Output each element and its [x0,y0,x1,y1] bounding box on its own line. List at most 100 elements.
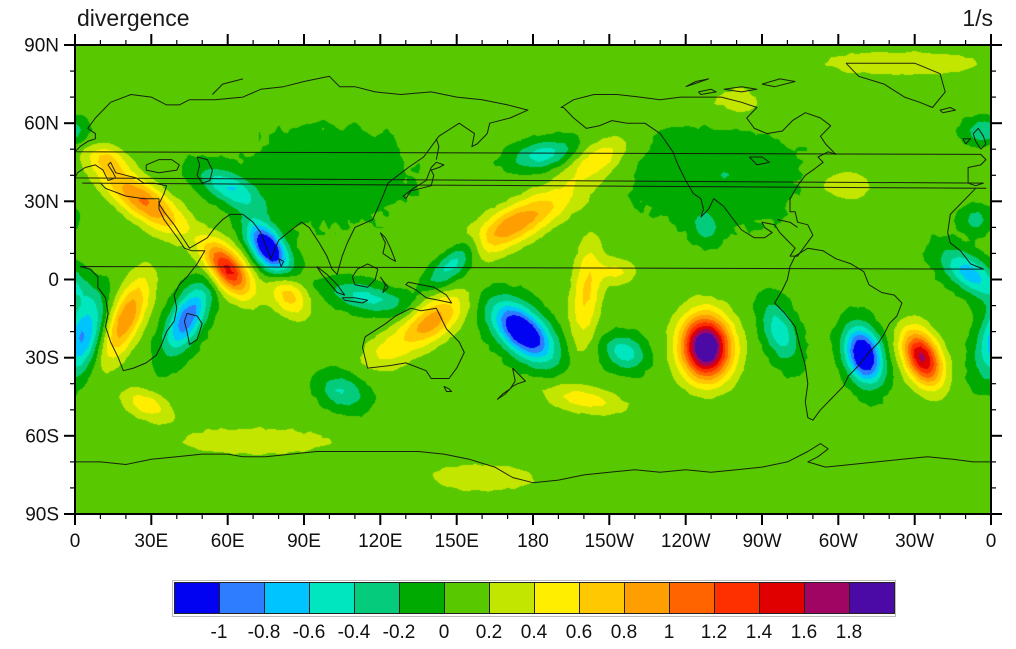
x-axis-tick-label: 90E [287,531,321,552]
colorbar-box [579,582,625,614]
coastline-path [316,266,346,296]
coastline-path [24,108,39,113]
coastline-path [939,107,956,114]
x-axis-tick-label: 120W [661,531,711,552]
colorbar-tick-label: 0.8 [610,622,638,643]
coastline-path [145,159,180,174]
colorbar-box [714,582,760,614]
plot-title: divergence [77,5,190,31]
coastline-path [183,312,203,346]
x-axis-tick-label: 120E [358,531,402,552]
colorbar-box [264,582,310,614]
axis-ticks [64,34,1002,525]
coastline-path [57,128,70,149]
colorbar-box [804,582,850,614]
colorbar-tick-label: 1.6 [790,622,818,643]
colorbar-box [624,582,670,614]
coastline-path [560,94,837,257]
coastline-path [435,138,440,160]
colorbar-tick-label: 1.8 [835,622,863,643]
y-axis-tick-label: 60N [24,114,59,135]
coastline-path [991,444,1016,483]
x-axis-tick-label: 0 [986,531,997,552]
colorbar-tick-label: -0.8 [247,622,281,643]
y-axis-tick-label: 30S [25,348,59,369]
coastline-path [774,247,903,421]
coastline-path [972,127,987,150]
y-axis-tick-label: 60S [25,426,59,447]
coastline-path [443,385,453,392]
coastline-path [685,78,710,88]
y-axis-tick-label: 0 [48,270,59,291]
colorbar-tick-label: -0.2 [382,622,416,643]
coastline-path [278,258,285,267]
colorbar-tick-label: -0.4 [337,622,371,643]
plot-frame [74,44,992,515]
colorbar: -1 -0.8 -0.6 -0.4 -0.2 0 0.2 0.4 0.6 0.8 1 1.2 1.4 1.… [172,580,896,643]
coastline-path [496,367,526,400]
axis-labels: 0 30E 60E 90E 120E 150E 180 150W 120W 90W 60W 30W 09… [24,36,996,553]
colorbar-tick-label: 1.2 [700,622,728,643]
colorbar-tick-label: -0.6 [292,622,326,643]
coastline-path [777,219,798,228]
coastline-path [0,444,75,483]
colorbar-tick-label: -1 [210,622,228,643]
coastlines [0,62,1016,484]
x-axis-tick-label: 30W [895,531,934,552]
coastline-path [0,76,70,274]
coastline-path [761,78,796,88]
coastline-path [379,276,389,293]
units-label: 1/s [962,5,993,31]
coastline-path [47,139,55,144]
coastline-path [748,156,771,166]
colorbar-box [219,582,265,614]
x-axis-tick-label: 180 [517,531,549,552]
coastline-path [196,156,213,184]
coastline-path [79,182,987,372]
x-axis-tick-label: 150W [584,531,634,552]
colorbar-tick-label: 0 [438,622,450,643]
coastline-path [405,281,453,304]
y-axis-tick-label: 90S [25,505,59,526]
coastline-path [351,263,379,288]
colorbar-outline [172,580,896,617]
y-axis-tick-label: 30N [24,192,59,213]
colorbar-box [399,582,445,614]
colorbar-tick-label: 0.6 [565,622,593,643]
x-axis-tick-label: 90W [742,531,781,552]
coastline-path [0,63,29,107]
colorbar-box [354,582,400,614]
colorbar-box [759,582,805,614]
colorbar-box [174,582,220,614]
x-axis-tick-label: 0 [70,531,81,552]
colorbar-box [534,582,580,614]
coastline-path [698,88,717,95]
coastline-path [962,138,972,145]
colorbar-box [489,582,535,614]
x-axis-tick-label: 60E [211,531,245,552]
coastline-path [996,183,1016,371]
coastline-path [75,75,987,275]
y-axis-tick-label: 90N [24,36,59,57]
coastline-path [402,161,445,200]
colorbar-box [669,582,715,614]
x-axis-tick-label: 60W [819,531,858,552]
coastline-path [75,443,991,484]
x-axis-tick-label: 150E [435,531,479,552]
coastline-path [723,86,758,93]
coastline-path [341,297,369,304]
colorbar-tick-label: 0.4 [520,622,548,643]
colorbar-box [849,582,895,614]
colorbar-box [444,582,490,614]
colorbar-box [309,582,355,614]
x-axis-tick-label: 30E [134,531,168,552]
colorbar-tick-label: 1.4 [745,622,773,643]
coastline-path [845,62,946,108]
coastline-path [379,232,397,262]
coastline-path [212,78,244,95]
contour-field-canvas [75,45,991,514]
colorbar-tick-label: 1 [663,622,675,643]
coastline-path [362,307,465,379]
